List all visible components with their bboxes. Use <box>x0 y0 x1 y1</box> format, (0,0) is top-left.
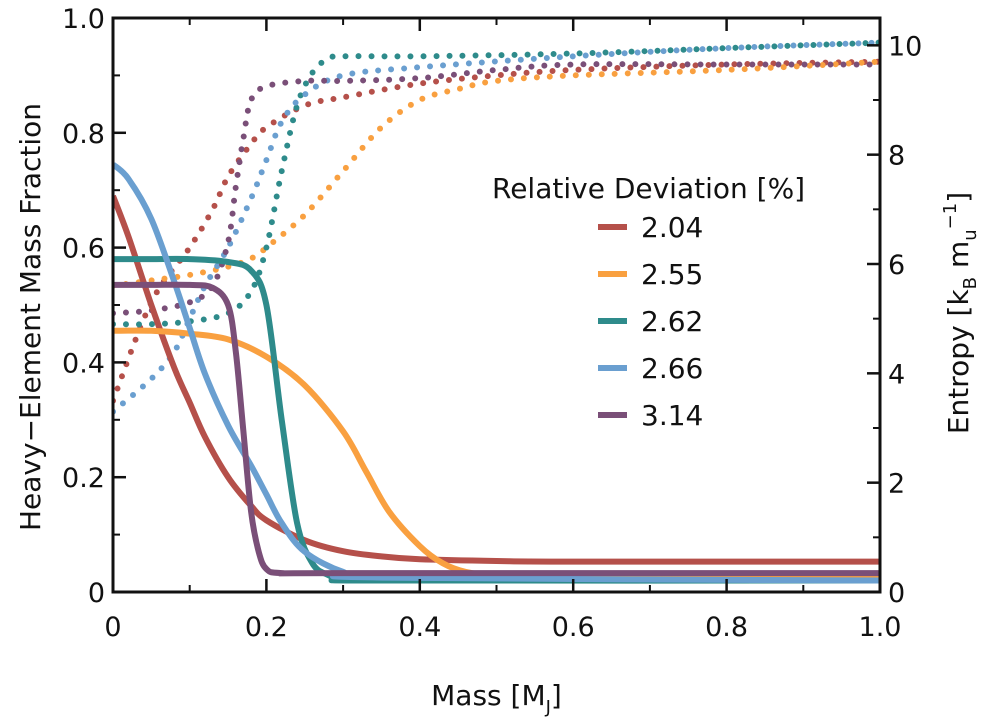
entropy-line-2.55 <box>113 58 880 289</box>
x-tick-label: 0.8 <box>705 612 748 643</box>
mass-fraction-line-2.66 <box>113 162 880 584</box>
x-tick-label: 0.4 <box>398 612 441 643</box>
y-left-tick-label: 0.6 <box>62 234 105 265</box>
y-left-axis-title: Heavy−Element Mass Fraction <box>14 103 47 531</box>
x-axis-title: Mass [MJ] <box>431 679 562 718</box>
entropy-line-2.04 <box>113 58 880 404</box>
series-layer <box>113 39 880 584</box>
legend-title: Relative Deviation [%] <box>492 172 805 205</box>
mass-fraction-line-2.55 <box>113 327 880 579</box>
entropy-line-2.62 <box>113 39 880 328</box>
legend-label-2.62: 2.62 <box>641 305 703 338</box>
y-left-tick-label: 0 <box>88 578 105 609</box>
y-right-tick-label: 10 <box>888 31 922 62</box>
entropy-line-2.66 <box>113 39 880 415</box>
x-tick-label: 0.6 <box>552 612 595 643</box>
x-tick-label: 0 <box>104 612 121 643</box>
x-tick-label: 1.0 <box>859 612 902 643</box>
y-left-tick-label: 0.2 <box>62 463 105 494</box>
mass-fraction-line-2.04 <box>113 194 880 565</box>
y-right-tick-label: 6 <box>888 250 905 281</box>
mass-fraction-line-3.14 <box>113 281 880 577</box>
legend-label-2.66: 2.66 <box>641 352 703 385</box>
y-right-tick-label: 0 <box>888 578 905 609</box>
y-right-axis-title: Entropy [kB mu−1] <box>940 192 981 434</box>
y-right-tick-label: 2 <box>888 469 905 500</box>
legend: Relative Deviation [%] 2.04 2.55 2.62 2.66 3… <box>492 172 805 432</box>
y-right-tick-label: 8 <box>888 141 905 172</box>
y-left-tick-label: 0.4 <box>62 348 105 379</box>
x-tick-label: 0.2 <box>245 612 288 643</box>
legend-label-2.55: 2.55 <box>641 258 703 291</box>
y-left-tick-label: 0.8 <box>62 119 105 150</box>
y-right-tick-label: 4 <box>888 359 905 390</box>
legend-label-3.14: 3.14 <box>641 399 703 432</box>
y-left-tick-label: 1.0 <box>62 4 105 35</box>
plot-frame <box>111 16 882 594</box>
legend-label-2.04: 2.04 <box>641 211 703 244</box>
